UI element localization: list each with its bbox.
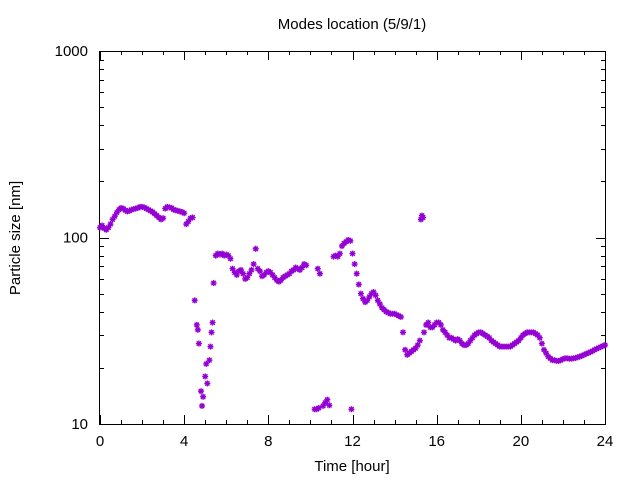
x-tick-label: 8 [264, 433, 272, 450]
data-point [416, 337, 423, 344]
data-point [200, 393, 207, 400]
data-point [353, 270, 360, 277]
data-point [400, 329, 406, 336]
data-point [191, 297, 198, 304]
data-point [421, 329, 428, 336]
x-tick-label: 0 [96, 433, 104, 450]
data-point [348, 406, 355, 413]
data-point [372, 292, 379, 299]
data-point [252, 245, 259, 252]
data-point [250, 261, 257, 268]
data-point [437, 321, 444, 328]
data-point [336, 250, 343, 257]
data-point [538, 340, 545, 347]
plot-frame [99, 51, 606, 425]
axis-ticks [100, 51, 606, 425]
data-point [160, 215, 167, 222]
data-point [195, 340, 202, 347]
data-point [198, 388, 204, 395]
data-points [97, 203, 608, 413]
data-point [208, 329, 215, 336]
data-point [210, 280, 217, 287]
x-tick-label: 4 [180, 433, 188, 450]
data-point [383, 308, 390, 315]
data-point [357, 290, 364, 297]
y-tick-label: 10 [71, 416, 88, 433]
data-point [189, 214, 196, 221]
x-tick-labels: 0 4 8 12 16 20 24 [96, 433, 614, 450]
data-point [351, 261, 358, 268]
data-point [397, 313, 404, 320]
data-point [326, 402, 333, 409]
data-point [199, 402, 206, 409]
data-point [107, 221, 114, 228]
data-point [194, 326, 201, 333]
data-point [419, 214, 426, 221]
data-point [314, 265, 321, 272]
data-point [105, 224, 112, 231]
x-tick-label: 12 [344, 433, 361, 450]
data-point [207, 343, 214, 350]
data-point [202, 373, 209, 380]
data-point [602, 342, 608, 349]
data-point [193, 321, 200, 328]
data-point [316, 270, 323, 277]
data-point [181, 210, 188, 217]
chart-title: Modes location (5/9/1) [278, 16, 426, 33]
data-point [204, 380, 211, 387]
data-point [227, 255, 234, 262]
data-point [536, 334, 543, 341]
data-point [240, 270, 247, 277]
data-point [248, 266, 255, 273]
x-tick-label: 24 [597, 433, 614, 450]
data-point [425, 319, 432, 326]
y-tick-labels: 10 100 1000 [55, 43, 88, 433]
data-point [347, 237, 354, 244]
x-axis-label: Time [hour] [314, 458, 389, 475]
data-point [209, 319, 216, 326]
data-point [324, 396, 331, 403]
data-point [303, 262, 310, 269]
y-tick-label: 100 [63, 230, 88, 247]
data-point [355, 281, 362, 288]
data-point [414, 342, 421, 349]
data-point [402, 346, 409, 353]
y-axis-label: Particle size [nm] [7, 181, 24, 295]
data-point [256, 268, 263, 275]
data-point [349, 250, 356, 257]
x-tick-label: 16 [428, 433, 445, 450]
data-point [206, 357, 213, 364]
y-tick-label: 1000 [55, 43, 88, 60]
x-tick-label: 20 [512, 433, 529, 450]
